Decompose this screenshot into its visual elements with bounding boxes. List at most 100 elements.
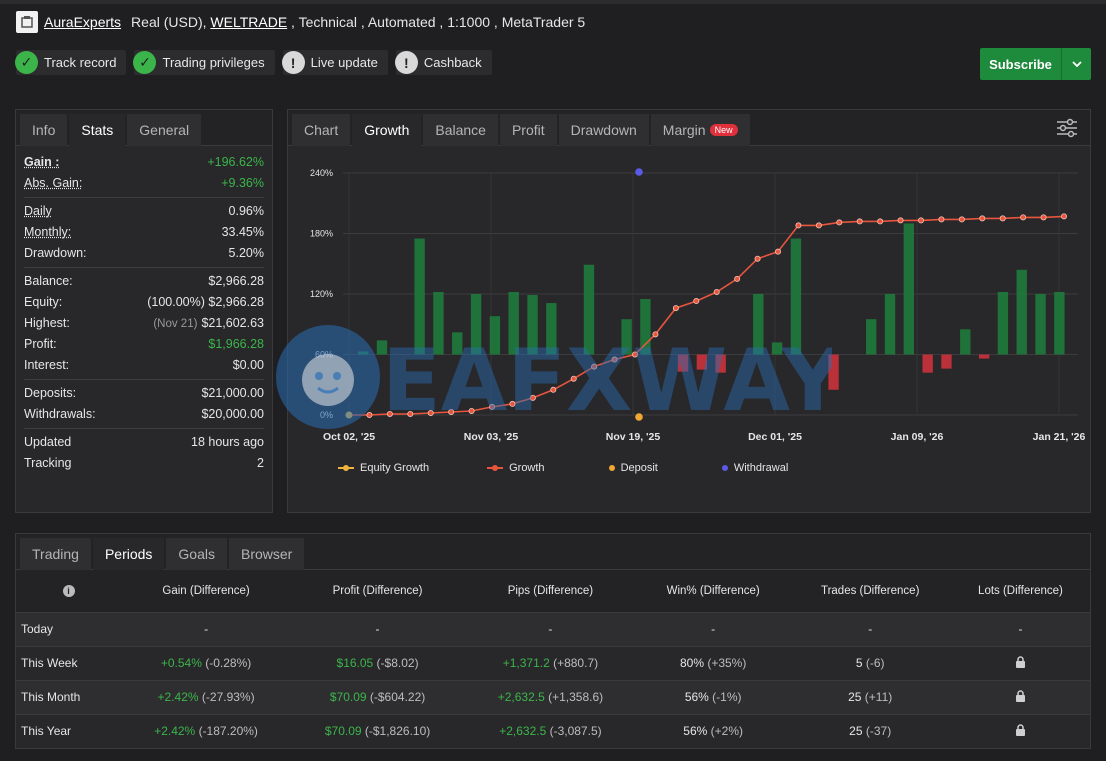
stat-label[interactable]: Abs. Gain: <box>24 176 83 190</box>
stat-value: $21,000.00 <box>201 386 264 400</box>
stat-label: Balance: <box>24 274 73 288</box>
legend-equity-growth[interactable]: Equity Growth <box>338 462 429 474</box>
check-icon: ✓ <box>133 51 157 74</box>
table-cell: +2.42% (-187.20%) <box>121 713 292 748</box>
growth-point <box>1020 214 1027 221</box>
growth-point <box>631 351 638 358</box>
stat-label: Withdrawals: <box>24 407 96 421</box>
table-cell: - <box>636 611 790 646</box>
stat-value: 5.20% <box>228 246 264 260</box>
subscribe-button-group: Subscribe <box>980 48 1091 80</box>
bar <box>960 329 971 355</box>
growth-point <box>836 219 843 226</box>
legend-deposit[interactable]: Deposit <box>603 462 658 474</box>
legend-withdrawal[interactable]: Withdrawal <box>716 462 788 474</box>
growth-point <box>734 275 741 282</box>
stat-abs-gain: Abs. Gain: +9.36% <box>24 173 264 194</box>
tab-drawdown[interactable]: Drawdown <box>558 114 649 146</box>
periods-table: i Gain (Difference) Profit (Difference) … <box>16 570 1090 748</box>
badge-label: Cashback <box>423 55 482 70</box>
x-tick-label: Nov 19, '25 <box>606 431 661 443</box>
cell-value: +2.42% <box>154 724 196 739</box>
table-cell: 56% (-1%) <box>636 679 790 714</box>
tab-periods[interactable]: Periods <box>92 538 165 570</box>
growth-point <box>999 215 1006 222</box>
stats-panel: Info Stats General Gain : +196.62% Abs. G… <box>15 109 273 513</box>
bar <box>884 294 896 355</box>
stat-value: $2,966.28 <box>208 295 264 309</box>
subscribe-button[interactable]: Subscribe <box>989 56 1052 72</box>
stat-label[interactable]: Monthly: <box>24 225 72 239</box>
stat-value: +9.36% <box>221 176 264 190</box>
lock-icon <box>1015 689 1025 702</box>
stat-label: Highest: <box>24 316 70 330</box>
legend-label: Withdrawal <box>733 462 789 474</box>
tab-browser[interactable]: Browser <box>229 538 305 570</box>
tab-goals[interactable]: Goals <box>166 538 227 570</box>
badge-track-record[interactable]: ✓ Track record <box>15 50 127 75</box>
cell-difference: (-$8.02) <box>373 656 419 670</box>
table-cell: +2,632.5 (+1,358.6) <box>463 679 637 714</box>
stat-label[interactable]: Daily <box>24 204 52 218</box>
table-cell: - <box>291 611 464 646</box>
stat-value: 0.96% <box>228 204 264 218</box>
chart-legend: Equity Growth Growth Deposit Withdrawal <box>338 462 846 474</box>
chart-tabs: Chart Growth Balance Profit Drawdown Mar… <box>288 110 1090 146</box>
lots-cell <box>950 679 1090 714</box>
new-badge: New <box>709 124 738 136</box>
stat-equity-percent: (100.00%) <box>147 295 205 309</box>
growth-point <box>958 216 965 223</box>
tab-stats[interactable]: Stats <box>69 114 126 146</box>
account-name-link[interactable]: AuraExperts <box>44 14 122 30</box>
stat-value: 2 <box>257 456 264 470</box>
growth-line <box>349 215 1065 416</box>
bar <box>1054 291 1065 355</box>
tab-trading[interactable]: Trading <box>20 538 91 570</box>
period-label: Today <box>16 611 121 646</box>
column-header: Pips (Difference) <box>463 570 637 612</box>
lots-cell <box>950 645 1090 680</box>
tab-balance[interactable]: Balance <box>423 114 498 146</box>
table-row: Today - - - - - - <box>16 611 1090 646</box>
growth-point <box>693 298 700 305</box>
bar <box>978 354 990 359</box>
growth-point <box>1061 213 1068 220</box>
tab-profit[interactable]: Profit <box>499 114 557 146</box>
stat-tracking: Tracking 2 <box>24 453 264 474</box>
table-cell: $70.09 (-$604.22) <box>291 679 464 714</box>
subscribe-dropdown-button[interactable] <box>1061 48 1091 80</box>
badge-cashback[interactable]: ! Cashback <box>394 50 492 75</box>
chart-settings-icon[interactable] <box>1056 118 1078 138</box>
stats-tabs: Info Stats General <box>16 110 272 146</box>
stat-label[interactable]: Gain : <box>24 155 60 169</box>
lots-cell: - <box>950 611 1090 646</box>
account-meta: Real (USD), WELTRADE , Technical , Autom… <box>131 14 585 30</box>
info-icon[interactable]: i <box>62 584 75 597</box>
tab-general[interactable]: General <box>127 114 202 146</box>
tab-chart[interactable]: Chart <box>292 114 351 146</box>
bar <box>790 238 802 355</box>
table-cell: 5 (-6) <box>789 645 951 680</box>
growth-chart[interactable]: 240% 180% 120% 60% 0% Oct 02, '25 Nov 03, '25 N… <box>288 150 1090 450</box>
stat-monthly: Monthly: 33.45% <box>24 222 264 243</box>
periods-tabs: Trading Periods Goals Browser <box>16 534 1090 570</box>
cell-difference: (-0.28%) <box>201 656 252 670</box>
bar <box>583 264 595 355</box>
bar <box>433 291 444 355</box>
tab-margin[interactable]: Margin New <box>650 114 750 146</box>
growth-point <box>509 400 516 407</box>
stat-label: Profit: <box>24 337 57 351</box>
exclamation-icon: ! <box>394 51 418 74</box>
stats-list: Gain : +196.62% Abs. Gain: +9.36% Daily 0.9… <box>16 146 272 474</box>
broker-link[interactable]: WELTRADE <box>210 14 288 30</box>
legend-label: Deposit <box>620 462 658 474</box>
cell-value: $70.09 <box>329 690 367 704</box>
x-tick-label: Jan 09, '26 <box>891 431 944 443</box>
tab-info[interactable]: Info <box>20 114 68 146</box>
cell-value: +2.42% <box>157 690 199 704</box>
bar <box>828 354 839 390</box>
badge-trading-privileges[interactable]: ✓ Trading privileges <box>133 50 275 75</box>
badge-live-update[interactable]: ! Live update <box>281 50 388 75</box>
tab-growth[interactable]: Growth <box>352 114 422 146</box>
legend-growth[interactable]: Growth <box>487 462 545 474</box>
